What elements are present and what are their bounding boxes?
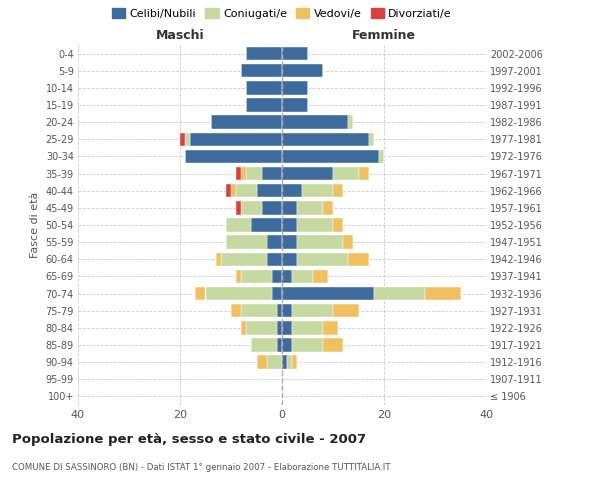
Bar [333,184,343,198]
Text: Popolazione per età, sesso e stato civile - 2007: Popolazione per età, sesso e stato civil… [12,432,366,446]
Bar [282,270,292,283]
Bar [374,287,425,300]
Bar [298,252,349,266]
Bar [282,287,374,300]
Bar [247,47,282,60]
Bar [287,356,292,369]
Bar [282,150,379,163]
Bar [292,321,323,334]
Bar [267,236,282,249]
Bar [241,304,277,318]
Bar [272,270,282,283]
Bar [231,304,241,318]
Bar [277,338,282,351]
Bar [236,184,257,198]
Bar [221,252,267,266]
Bar [282,338,292,351]
Bar [282,236,298,249]
Bar [282,98,308,112]
Bar [180,132,185,146]
Bar [241,64,282,78]
Bar [272,287,282,300]
Bar [236,270,241,283]
Bar [236,201,241,214]
Bar [282,321,292,334]
Y-axis label: Fasce di età: Fasce di età [30,192,40,258]
Bar [282,116,349,129]
Bar [323,338,343,351]
Bar [216,252,221,266]
Bar [267,356,282,369]
Bar [277,321,282,334]
Bar [226,184,231,198]
Bar [282,64,323,78]
Bar [241,167,247,180]
Bar [292,356,298,369]
Bar [247,98,282,112]
Bar [379,150,384,163]
Bar [251,338,277,351]
Bar [282,47,308,60]
Bar [282,356,287,369]
Text: Femmine: Femmine [352,28,416,42]
Bar [333,167,359,180]
Bar [190,132,282,146]
Bar [211,116,282,129]
Bar [257,356,267,369]
Bar [231,184,236,198]
Bar [267,252,282,266]
Bar [241,270,272,283]
Bar [298,218,333,232]
Bar [298,236,343,249]
Bar [226,218,251,232]
Bar [313,270,328,283]
Bar [206,287,272,300]
Bar [282,201,298,214]
Bar [359,167,369,180]
Bar [282,218,298,232]
Text: COMUNE DI SASSINORO (BN) - Dati ISTAT 1° gennaio 2007 - Elaborazione TUTTITALIA.: COMUNE DI SASSINORO (BN) - Dati ISTAT 1°… [12,462,391,471]
Bar [298,201,323,214]
Bar [292,338,323,351]
Text: Maschi: Maschi [155,28,205,42]
Bar [333,304,359,318]
Bar [349,252,369,266]
Bar [277,304,282,318]
Bar [292,270,313,283]
Bar [292,304,333,318]
Bar [226,236,267,249]
Bar [257,184,282,198]
Bar [185,150,282,163]
Bar [282,304,292,318]
Bar [323,321,338,334]
Bar [236,167,241,180]
Bar [282,184,302,198]
Bar [282,167,333,180]
Bar [282,132,369,146]
Bar [262,167,282,180]
Bar [349,116,353,129]
Bar [241,201,262,214]
Bar [251,218,282,232]
Bar [247,81,282,94]
Bar [247,167,262,180]
Bar [262,201,282,214]
Bar [369,132,374,146]
Bar [185,132,190,146]
Bar [333,218,343,232]
Legend: Celibi/Nubili, Coniugati/e, Vedovi/e, Divorziati/e: Celibi/Nubili, Coniugati/e, Vedovi/e, Di… [107,4,457,24]
Bar [343,236,353,249]
Bar [282,252,298,266]
Bar [247,321,277,334]
Bar [323,201,333,214]
Bar [282,81,308,94]
Bar [241,321,247,334]
Bar [302,184,333,198]
Bar [425,287,461,300]
Bar [196,287,206,300]
